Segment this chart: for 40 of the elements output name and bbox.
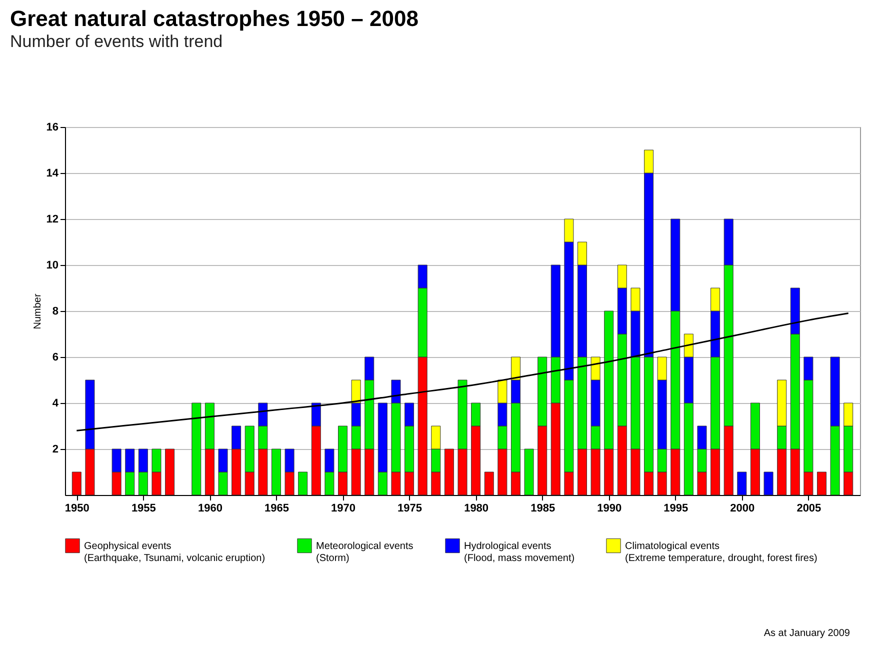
legend-label: Climatological events (Extreme temperature, drought, forest fires) — [625, 540, 818, 564]
x-tick-label: 2005 — [796, 502, 822, 514]
bar — [484, 472, 494, 496]
x-tick-label: 1985 — [530, 502, 556, 514]
x-tick-label: 1975 — [398, 502, 422, 514]
x-tick-label: 1970 — [331, 502, 356, 514]
bar — [764, 472, 774, 496]
y-tick-label: 14 — [46, 168, 60, 180]
bar — [524, 448, 534, 496]
bar — [298, 472, 308, 496]
bar — [165, 448, 175, 496]
x-tick-label: 1950 — [64, 502, 90, 514]
y-tick-label: 4 — [52, 398, 60, 410]
legend-label: Hydrological events (Flood, mass movement) — [464, 540, 575, 564]
x-tick-label: 1960 — [198, 502, 222, 514]
y-tick-label: 16 — [46, 122, 58, 134]
text: As at January 2009 — [764, 628, 850, 639]
y-tick-label: 10 — [46, 260, 58, 272]
legend-label: Meteorological events (Storm) — [316, 540, 414, 564]
y-tick-label: 6 — [52, 352, 58, 364]
y-tick-label: 2 — [52, 444, 58, 456]
x-tick-label: 2000 — [730, 502, 755, 514]
chart-subtitle: Number of events with trend — [10, 32, 223, 51]
x-tick-label: 1980 — [464, 502, 489, 514]
bar — [271, 448, 281, 496]
bar — [192, 402, 202, 496]
x-tick-label: 1995 — [664, 502, 688, 514]
line-series — [76, 312, 850, 432]
bar — [816, 472, 826, 496]
bar — [444, 448, 454, 496]
y-tick-label: 8 — [52, 306, 58, 318]
legend-label: Geophysical events (Earthquake, Tsunami, volcanic eruption) — [84, 540, 266, 564]
y-axis-title: Number — [32, 293, 44, 330]
x-tick-label: 1990 — [597, 502, 622, 514]
bar — [72, 472, 82, 496]
y-tick-label: 12 — [46, 214, 58, 226]
x-tick-label: 1965 — [264, 502, 289, 514]
x-tick-label: 1955 — [131, 502, 156, 514]
chart-title: Great natural catastrophes 1950 – 2008 — [10, 6, 418, 31]
bar — [737, 472, 747, 496]
